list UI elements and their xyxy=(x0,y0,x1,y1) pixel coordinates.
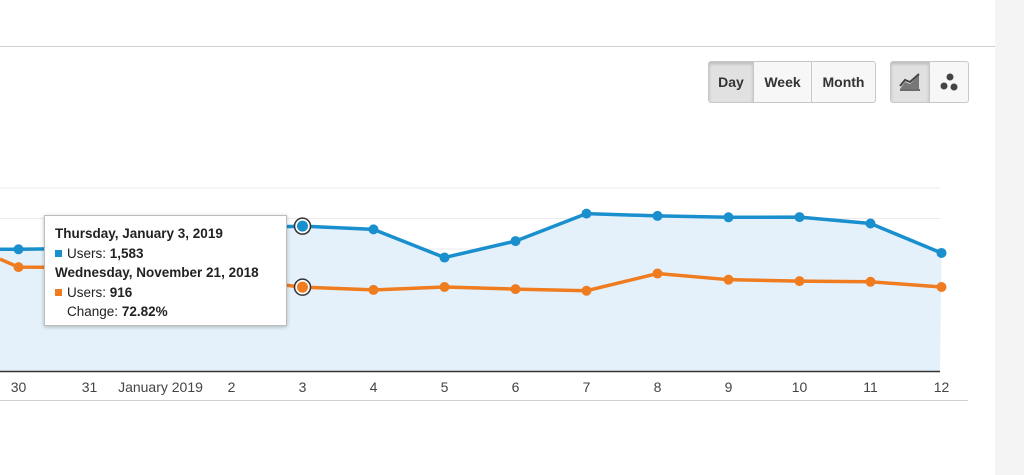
compare-point xyxy=(581,285,592,296)
interval-month-button[interactable]: Month xyxy=(822,74,865,90)
compare-point xyxy=(13,262,24,273)
compare-point xyxy=(794,276,805,287)
compare-point xyxy=(368,284,379,295)
x-tick-label: 8 xyxy=(654,379,662,395)
x-tick-label: 31 xyxy=(82,379,98,395)
primary-point xyxy=(865,218,876,229)
primary-point xyxy=(936,247,947,258)
scroll-gutter xyxy=(995,0,1024,475)
line-chart-icon xyxy=(899,73,920,91)
x-tick-label: 9 xyxy=(725,379,733,395)
primary-point xyxy=(794,212,805,223)
primary-point xyxy=(368,224,379,235)
tooltip-compare-row: Users: 916 xyxy=(55,283,276,303)
tooltip-primary-value: 1,583 xyxy=(109,245,144,261)
x-tick-label: 5 xyxy=(441,379,449,395)
primary-point xyxy=(723,212,734,223)
x-tick-label: 3 xyxy=(299,379,307,395)
x-tick-label: 30 xyxy=(11,379,27,395)
motion-chart-icon xyxy=(940,73,958,91)
primary-point xyxy=(581,208,592,219)
compare-point xyxy=(439,282,450,293)
motion-chart-button[interactable] xyxy=(930,62,968,102)
interval-toggle: Day Week Month xyxy=(708,61,876,103)
compare-point xyxy=(865,276,876,287)
interval-day-button[interactable]: Day xyxy=(709,62,754,102)
compare-point xyxy=(936,282,947,293)
primary-point xyxy=(652,210,663,221)
tooltip-change-row: Change: 72.82% xyxy=(55,302,276,322)
x-tick-label: 4 xyxy=(370,379,378,395)
tooltip-change-value: 72.82% xyxy=(121,304,168,319)
compare-point xyxy=(723,274,734,285)
chart-type-toggle xyxy=(890,61,969,103)
x-tick-label: 7 xyxy=(583,379,591,395)
tooltip-compare-date: Wednesday, November 21, 2018 xyxy=(55,265,259,280)
primary-point xyxy=(13,244,24,255)
x-tick-label: 12 xyxy=(934,379,950,395)
primary-point xyxy=(297,220,308,232)
tooltip-primary-date: Thursday, January 3, 2019 xyxy=(55,226,223,241)
tooltip-change-label: Change: xyxy=(67,304,119,319)
compare-point xyxy=(652,268,663,279)
compare-point xyxy=(510,284,521,295)
primary-point xyxy=(439,252,450,263)
primary-point xyxy=(510,236,521,247)
x-tick-label: January 2019 xyxy=(118,379,203,395)
data-tooltip: Thursday, January 3, 2019 Users: 1,583 W… xyxy=(44,215,287,326)
x-tick-label: 6 xyxy=(512,379,520,395)
tooltip-primary-label: Users: xyxy=(67,245,107,261)
interval-week-button[interactable]: Week xyxy=(754,62,812,102)
compare-swatch xyxy=(55,288,62,296)
tooltip-compare-value: 916 xyxy=(109,284,133,300)
tooltip-primary-row: Users: 1,583 xyxy=(55,244,276,264)
line-chart: 30 31 January 2019 2 3 4 5 6 7 8 9 10 11 12 xyxy=(0,187,968,401)
compare-point xyxy=(297,281,308,293)
x-tick-label: 11 xyxy=(863,379,878,395)
line-chart-button[interactable] xyxy=(891,62,930,102)
header-divider xyxy=(0,46,995,47)
tooltip-compare-label: Users: xyxy=(67,284,107,300)
x-tick-label: 10 xyxy=(792,379,808,395)
primary-swatch xyxy=(55,249,62,257)
x-tick-label: 2 xyxy=(228,379,236,395)
